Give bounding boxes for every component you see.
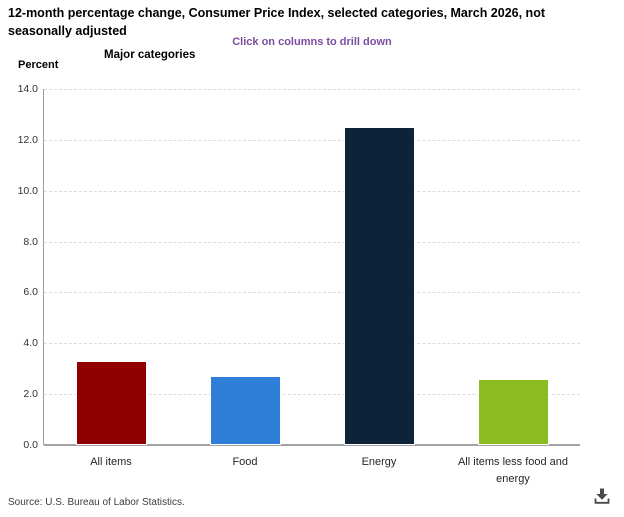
y-axis-line: [43, 89, 44, 445]
source-note: Source: U.S. Bureau of Labor Statistics.: [8, 497, 185, 508]
y-tick-label: 6.0: [23, 286, 38, 299]
y-tick-label: 14.0: [17, 83, 38, 95]
x-axis-line: [44, 444, 580, 446]
gridline-12: [44, 139, 580, 141]
x-axis-label-all-items: All items: [90, 456, 132, 468]
y-tick-label: 4.0: [23, 337, 38, 350]
x-axis-label-all-items-less-food-and-energy: All items less food and energy: [457, 456, 569, 485]
download-button[interactable]: [589, 484, 615, 510]
bar-food[interactable]: [209, 376, 281, 445]
x-axis-label-food: Food: [232, 456, 258, 468]
y-tick-label: 8.0: [23, 235, 38, 248]
gridline-8: [44, 241, 580, 243]
gridline-10: [44, 190, 580, 192]
bar-all-items-less-food-and-energy[interactable]: [477, 378, 549, 445]
gridline-4: [44, 343, 580, 345]
gridline-2: [44, 394, 580, 396]
bar-all-items[interactable]: [75, 361, 147, 445]
gridline-14: [44, 89, 580, 90]
x-axis-title: Major categories: [104, 49, 196, 61]
drilldown-hint: Click on columns to drill down: [232, 36, 392, 48]
chart-title: 12-month percentage change, Consumer Pri…: [8, 6, 545, 38]
y-tick-label: 2.0: [23, 388, 38, 401]
x-axis-label-energy: Energy: [361, 456, 397, 468]
y-axis-title: Percent: [18, 59, 59, 71]
y-tick-label: 12.0: [17, 133, 38, 146]
download-icon: [591, 485, 613, 510]
bar-energy[interactable]: [343, 127, 415, 445]
y-tick-label: 0.0: [23, 439, 38, 451]
gridline-6: [44, 292, 580, 294]
y-tick-label: 10.0: [17, 184, 38, 197]
